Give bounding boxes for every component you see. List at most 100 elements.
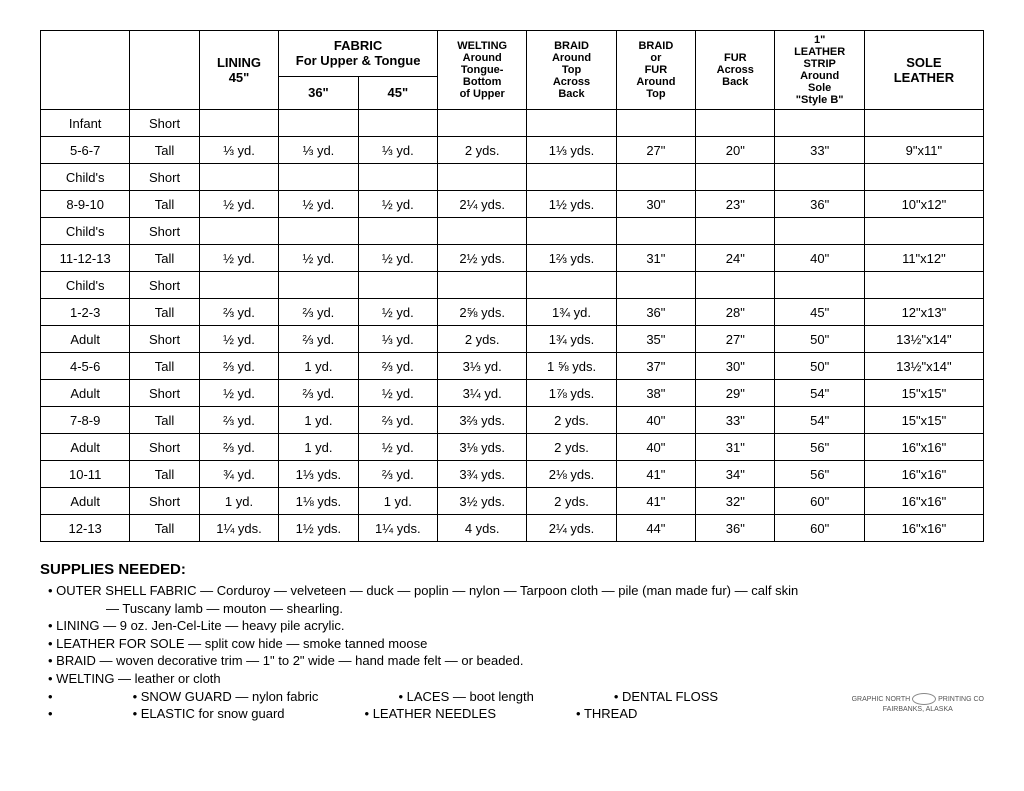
cell-value: 2 yds. bbox=[527, 488, 616, 515]
cell-value bbox=[438, 272, 527, 299]
cell-value: 13½"x14" bbox=[864, 353, 983, 380]
cell-value bbox=[864, 110, 983, 137]
cell-value: 4 yds. bbox=[438, 515, 527, 542]
cell-size: 1-2-3 bbox=[41, 299, 130, 326]
cell-value: 36" bbox=[616, 299, 695, 326]
cell-value: ½ yd. bbox=[279, 191, 358, 218]
cell-value: 15"x15" bbox=[864, 380, 983, 407]
cell-value bbox=[616, 164, 695, 191]
cell-value: 3⅓ yd. bbox=[438, 353, 527, 380]
cell-size: 12-13 bbox=[41, 515, 130, 542]
cell-value bbox=[279, 218, 358, 245]
cell-size: 11-12-13 bbox=[41, 245, 130, 272]
cell-value: 13½"x14" bbox=[864, 326, 983, 353]
cell-value: 11"x12" bbox=[864, 245, 983, 272]
cell-value: ½ yd. bbox=[358, 245, 437, 272]
cell-height: Tall bbox=[130, 515, 199, 542]
cell-height: Tall bbox=[130, 299, 199, 326]
cell-value: 33" bbox=[775, 137, 864, 164]
cell-value: ½ yd. bbox=[199, 380, 278, 407]
cell-value: 44" bbox=[616, 515, 695, 542]
cell-value: ½ yd. bbox=[199, 245, 278, 272]
supply-col-item: THREAD bbox=[576, 705, 637, 723]
cell-value bbox=[616, 218, 695, 245]
cell-value bbox=[616, 272, 695, 299]
yardage-table: LINING 45" FABRIC For Upper & Tongue WEL… bbox=[40, 30, 984, 542]
cell-value bbox=[279, 164, 358, 191]
header-strip: 1" LEATHER STRIP Around Sole "Style B" bbox=[775, 31, 864, 110]
cell-value: 40" bbox=[616, 407, 695, 434]
cell-value: 1⅔ yds. bbox=[527, 245, 616, 272]
cell-height: Short bbox=[130, 164, 199, 191]
cell-value: 32" bbox=[696, 488, 775, 515]
cell-value: 1⅞ yds. bbox=[527, 380, 616, 407]
cell-value: ⅓ yd. bbox=[199, 137, 278, 164]
cell-height: Tall bbox=[130, 137, 199, 164]
cell-value: 1 ⅝ yds. bbox=[527, 353, 616, 380]
cell-value: 16"x16" bbox=[864, 488, 983, 515]
cell-value bbox=[775, 164, 864, 191]
cell-value: ½ yd. bbox=[279, 245, 358, 272]
cell-value: 31" bbox=[616, 245, 695, 272]
cell-value: 9"x11" bbox=[864, 137, 983, 164]
cell-size: Adult bbox=[41, 326, 130, 353]
cell-height: Short bbox=[130, 110, 199, 137]
cell-value: ⅓ yd. bbox=[279, 137, 358, 164]
cell-value: 3¼ yd. bbox=[438, 380, 527, 407]
cell-size: Child's bbox=[41, 272, 130, 299]
cell-value: 1¾ yds. bbox=[527, 326, 616, 353]
cell-size: Adult bbox=[41, 488, 130, 515]
cell-value bbox=[527, 164, 616, 191]
table-row: 5-6-7Tall⅓ yd.⅓ yd.⅓ yd.2 yds.1⅓ yds.27"… bbox=[41, 137, 984, 164]
cell-value: 41" bbox=[616, 488, 695, 515]
cell-value: 23" bbox=[696, 191, 775, 218]
supplies-section: SUPPLIES NEEDED: OUTER SHELL FABRIC — Co… bbox=[40, 560, 984, 723]
cell-value bbox=[527, 272, 616, 299]
cell-value bbox=[696, 164, 775, 191]
cell-value: 56" bbox=[775, 461, 864, 488]
cell-value: 50" bbox=[775, 326, 864, 353]
cell-value: ½ yd. bbox=[199, 326, 278, 353]
cell-value: 36" bbox=[696, 515, 775, 542]
cell-value bbox=[358, 218, 437, 245]
cell-height: Tall bbox=[130, 353, 199, 380]
cell-value: 50" bbox=[775, 353, 864, 380]
table-row: 4-5-6Tall⅔ yd.1 yd.⅔ yd.3⅓ yd.1 ⅝ yds.37… bbox=[41, 353, 984, 380]
cell-value: 2½ yds. bbox=[438, 245, 527, 272]
cell-size: 4-5-6 bbox=[41, 353, 130, 380]
cell-value: ½ yd. bbox=[358, 299, 437, 326]
cell-value: 33" bbox=[696, 407, 775, 434]
cell-size: Child's bbox=[41, 164, 130, 191]
cell-value bbox=[358, 164, 437, 191]
cell-value: 31" bbox=[696, 434, 775, 461]
cell-value: 2 yds. bbox=[438, 326, 527, 353]
cell-value: 1⅛ yds. bbox=[279, 488, 358, 515]
supply-line: WELTING — leather or cloth bbox=[48, 670, 984, 688]
cell-value: 27" bbox=[696, 326, 775, 353]
cell-height: Short bbox=[130, 272, 199, 299]
cell-value: 29" bbox=[696, 380, 775, 407]
cell-value: 54" bbox=[775, 380, 864, 407]
table-row: 1-2-3Tall⅔ yd.⅔ yd.½ yd.2⅝ yds.1¾ yd.36"… bbox=[41, 299, 984, 326]
cell-value: 1⅓ yds. bbox=[279, 461, 358, 488]
table-row: AdultShort½ yd.⅔ yd.⅓ yd.2 yds.1¾ yds.35… bbox=[41, 326, 984, 353]
cell-value: ⅔ yd. bbox=[199, 353, 278, 380]
table-row: 10-11Tall¾ yd.1⅓ yds.⅔ yd.3¾ yds.2⅛ yds.… bbox=[41, 461, 984, 488]
cell-value: 2⅛ yds. bbox=[527, 461, 616, 488]
cell-value: 16"x16" bbox=[864, 434, 983, 461]
header-fabric-36: 36" bbox=[279, 76, 358, 109]
cell-value: 36" bbox=[775, 191, 864, 218]
cell-value: 30" bbox=[616, 191, 695, 218]
cell-value: 1 yd. bbox=[199, 488, 278, 515]
cell-value: 40" bbox=[775, 245, 864, 272]
cell-value: 2 yds. bbox=[438, 137, 527, 164]
cell-size: Infant bbox=[41, 110, 130, 137]
cell-value: 24" bbox=[696, 245, 775, 272]
cell-value: 54" bbox=[775, 407, 864, 434]
supply-line: OUTER SHELL FABRIC — Corduroy — velvetee… bbox=[48, 582, 984, 600]
supply-line: BRAID — woven decorative trim — 1" to 2"… bbox=[48, 652, 984, 670]
cell-value: ⅔ yd. bbox=[279, 326, 358, 353]
cell-value: ⅔ yd. bbox=[279, 380, 358, 407]
cell-value bbox=[527, 218, 616, 245]
cell-value bbox=[616, 110, 695, 137]
